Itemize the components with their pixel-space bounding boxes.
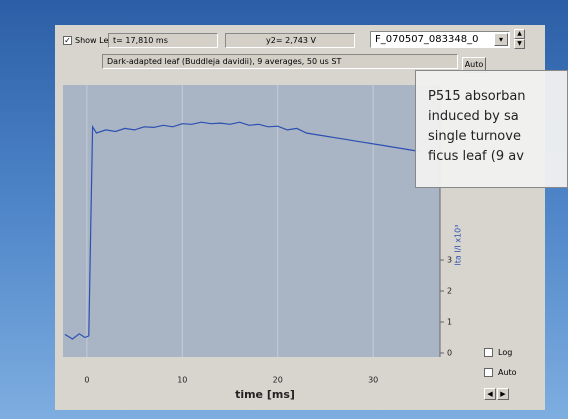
- x-tick-label: 20: [273, 376, 283, 385]
- show-level-checkbox[interactable]: ✓: [63, 36, 72, 45]
- log-checkbox[interactable]: [484, 348, 493, 357]
- spin-up[interactable]: ▲: [514, 29, 525, 39]
- t-readout: t= 17,810 ms: [108, 33, 218, 48]
- annotation-box: P515 absorban induced by sa single turno…: [415, 70, 568, 188]
- annotation-line: induced by sa: [428, 109, 519, 124]
- y-tick-label: 2: [447, 287, 452, 296]
- y-tick-label: 1: [447, 317, 452, 326]
- log-label: Log: [498, 348, 513, 357]
- spin-down[interactable]: ▼: [514, 39, 525, 49]
- y-axis-label: lta I/I x10³: [454, 225, 463, 266]
- scroll-right[interactable]: ▶: [497, 388, 509, 400]
- data-line: [64, 121, 421, 340]
- y-tick-label: 0: [447, 348, 452, 357]
- x-tick-label: 30: [368, 376, 378, 385]
- scroll-left[interactable]: ◀: [484, 388, 496, 400]
- x-tick-label: 0: [84, 376, 89, 385]
- annotation-line: ficus leaf (9 av: [428, 149, 524, 164]
- dropdown-button[interactable]: ▾: [494, 33, 508, 46]
- file-combo[interactable]: F_070507_083348_0: [370, 31, 510, 48]
- x-axis-label: time [ms]: [235, 388, 295, 401]
- x-tick-label: 10: [177, 376, 187, 385]
- show-level-label: Show Level: [75, 36, 121, 45]
- annotation-line: single turnove: [428, 129, 521, 144]
- auto-label: Auto: [498, 368, 517, 377]
- auto-checkbox[interactable]: [484, 368, 493, 377]
- description: Dark-adapted leaf (Buddleja davidii), 9 …: [102, 54, 458, 69]
- y-tick-label: 3: [447, 256, 452, 265]
- clip-group: [64, 121, 421, 340]
- plot-area: [63, 85, 440, 357]
- y2-readout: y2= 2,743 V: [225, 33, 355, 48]
- annotation-line: P515 absorban: [428, 89, 526, 104]
